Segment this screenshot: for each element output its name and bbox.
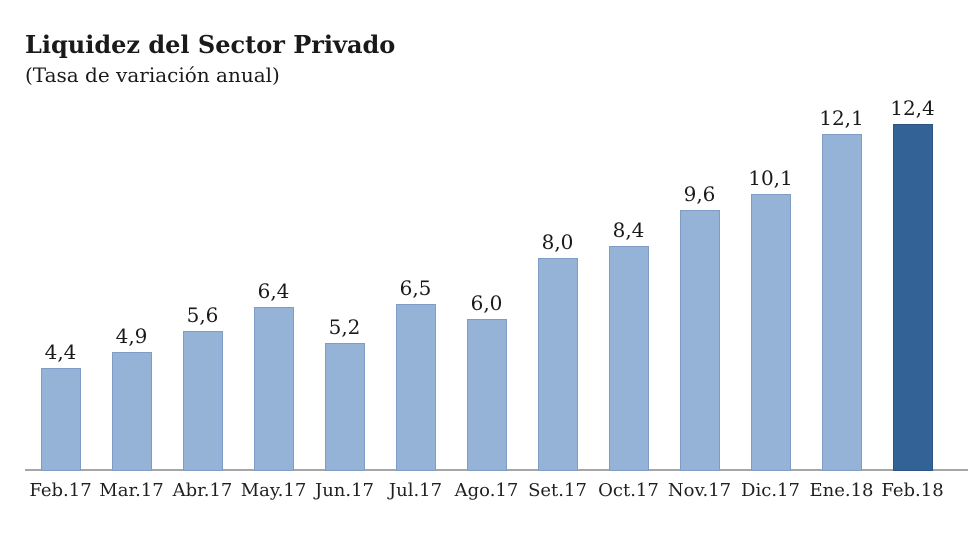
bar-column: 6,0: [451, 94, 522, 471]
x-axis-label: Abr.17: [172, 480, 233, 501]
bar-column: 6,4: [238, 94, 309, 471]
bar-column: 6,5: [380, 94, 451, 471]
bar: [40, 368, 81, 471]
bar-value-label: 12,1: [819, 106, 864, 130]
plot-area: 4,4 4,9 5,6 6,4 5,2 6,5 6,0 8,0 8,4 9,6 10,1 12,1 12…: [25, 94, 968, 471]
x-axis-label: Ago.17: [454, 480, 519, 501]
x-axis-label: Jul.17: [388, 480, 443, 501]
x-axis-label: Oct.17: [598, 480, 659, 501]
bar-value-label: 4,9: [115, 324, 148, 348]
bar-value-label: 6,5: [399, 276, 432, 300]
x-axis-label: Feb.17: [29, 480, 92, 501]
bar: [111, 352, 152, 471]
bar-value-label: 4,4: [44, 340, 77, 364]
bar-value-label: 8,4: [612, 218, 645, 242]
bar: [750, 194, 791, 471]
x-axis-label: Set.17: [528, 480, 587, 501]
bar-value-label: 9,6: [683, 182, 716, 206]
x-axis-label: Mar.17: [99, 480, 164, 501]
x-axis-label: Feb.18: [881, 480, 944, 501]
bar: [466, 319, 507, 471]
bar-column: 12,1: [806, 94, 877, 471]
bar-value-label: 8,0: [541, 230, 574, 254]
bar-column: 10,1: [735, 94, 806, 471]
bar: [182, 331, 223, 471]
bar-column: 9,6: [664, 94, 735, 471]
bar: [537, 258, 578, 471]
chart-subtitle: (Tasa de variación anual): [25, 63, 280, 87]
bar-value-label: 5,6: [186, 303, 219, 327]
bar-value-label: 6,4: [257, 279, 290, 303]
bar: [821, 134, 862, 471]
bar-column: 5,6: [167, 94, 238, 471]
x-axis-label: Nov.17: [667, 480, 732, 501]
bar-column: 4,4: [25, 94, 96, 471]
bar: [253, 307, 294, 471]
bar-value-label: 5,2: [328, 315, 361, 339]
bar-column: 5,2: [309, 94, 380, 471]
bar-column: 8,0: [522, 94, 593, 471]
bar-column: 12,4: [877, 94, 948, 471]
bar-column: 4,9: [96, 94, 167, 471]
x-axis-label: Dic.17: [741, 480, 800, 501]
bar-value-label: 10,1: [748, 166, 793, 190]
bar-value-label: 6,0: [470, 291, 503, 315]
bar: [608, 246, 649, 471]
x-axis-label: May.17: [240, 480, 307, 501]
bars-container: 4,4 4,9 5,6 6,4 5,2 6,5 6,0 8,0 8,4 9,6 10,1 12,1 12…: [25, 94, 948, 471]
bar: [395, 304, 436, 471]
bar-value-label: 12,4: [890, 96, 935, 120]
x-axis-labels: Feb.17 Mar.17 Abr.17 May.17 Jun.17 Jul.17 Ago.…: [25, 480, 948, 501]
bar-highlighted: [892, 124, 933, 471]
bar-column: 8,4: [593, 94, 664, 471]
x-axis-label: Jun.17: [314, 480, 375, 501]
x-axis-label: Ene.18: [809, 480, 874, 501]
bar: [679, 210, 720, 471]
chart-title: Liquidez del Sector Privado: [25, 30, 396, 59]
bar: [324, 343, 365, 471]
